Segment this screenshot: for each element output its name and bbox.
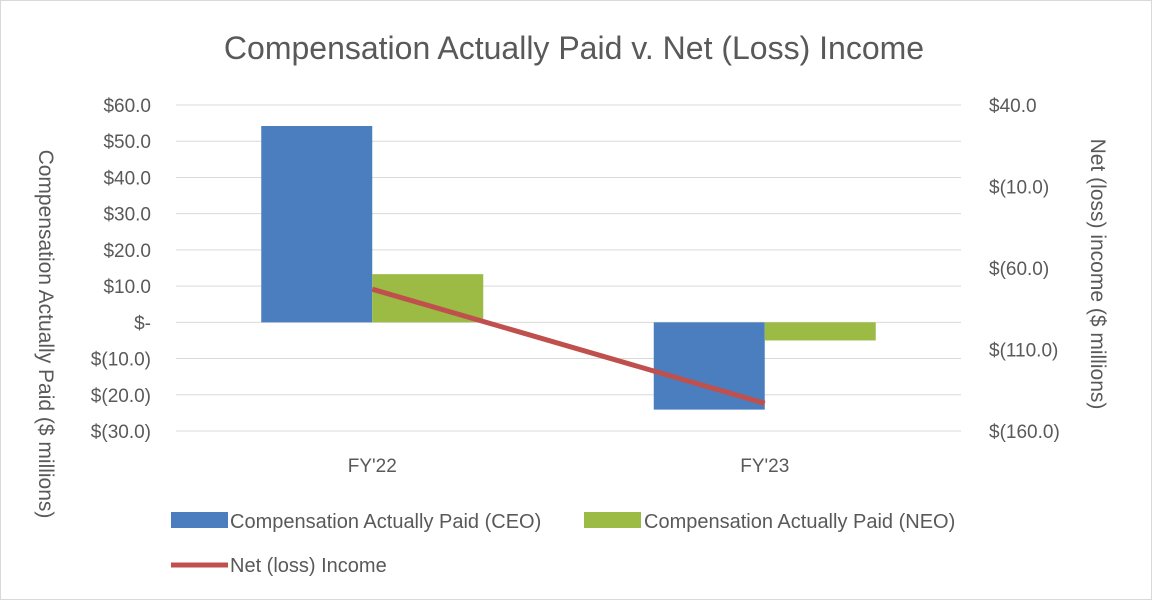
y-tick-label: $60.0 <box>103 96 151 117</box>
chart-title: Compensation Actually Paid v. Net (Loss)… <box>224 30 924 66</box>
bar-ceo <box>261 126 373 323</box>
legend-label-net-income: Net (loss) Income <box>230 555 387 577</box>
y2-tick-label: $(160.0) <box>989 422 1060 443</box>
y2-tick-label: $(60.0) <box>989 259 1049 280</box>
y-tick-label: $(10.0) <box>91 350 151 371</box>
x-tick-label: FY'22 <box>348 456 397 477</box>
y-axis-label: Compensation Actually Paid ($ millions) <box>34 150 57 519</box>
y2-axis-label: Net (loss) income ($ millions) <box>1086 139 1109 410</box>
legend-swatch-ceo <box>171 512 228 528</box>
y-tick-label: $30.0 <box>103 205 151 226</box>
x-tick-label: FY'23 <box>740 456 789 477</box>
y-tick-label: $(20.0) <box>91 386 151 407</box>
bar-ceo <box>653 322 765 410</box>
right-axis-ticks: $40.0 $(10.0) $(60.0) $(110.0) $(160.0) <box>989 96 1060 443</box>
y2-tick-label: $(110.0) <box>989 341 1058 362</box>
y2-tick-label: $40.0 <box>989 96 1037 117</box>
y-tick-label: $- <box>134 313 151 334</box>
legend-swatch-neo <box>584 512 641 528</box>
y-tick-label: $(30.0) <box>91 422 151 443</box>
left-axis-ticks: $60.0 $50.0 $40.0 $30.0 $20.0 $10.0 $- $(10.0) $… <box>91 96 151 443</box>
legend-label-neo: Compensation Actually Paid (NEO) <box>644 511 955 533</box>
line-series <box>371 286 766 406</box>
y-tick-label: $10.0 <box>103 277 151 298</box>
y2-tick-label: $(10.0) <box>989 178 1049 199</box>
y-tick-label: $20.0 <box>103 241 151 262</box>
x-axis-ticks: FY'22 FY'23 <box>348 456 790 477</box>
bars <box>261 126 876 410</box>
y-tick-label: $40.0 <box>103 168 151 189</box>
bar-neo <box>764 322 876 341</box>
legend: Compensation Actually Paid (CEO) Compens… <box>171 511 955 577</box>
line-net-income <box>371 286 766 406</box>
legend-label-ceo: Compensation Actually Paid (CEO) <box>230 511 541 533</box>
y-tick-label: $50.0 <box>103 132 151 153</box>
